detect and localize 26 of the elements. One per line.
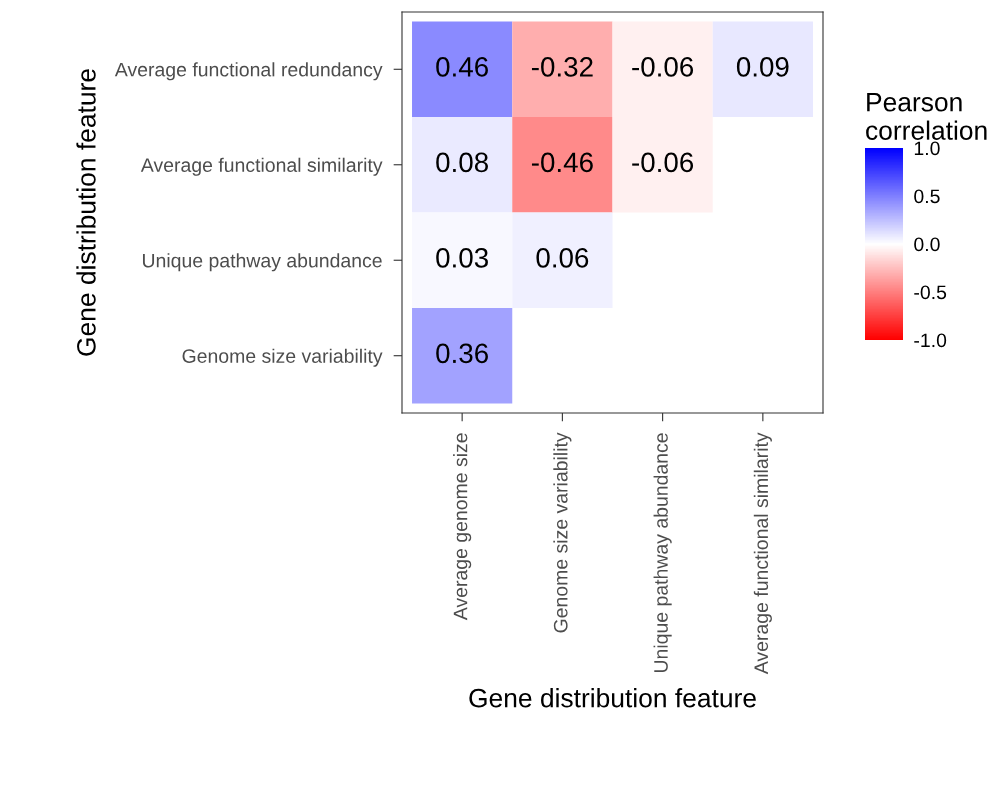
data-label: 0.03 [436,248,488,268]
y-tick-label: Average functional redundancy [114,62,383,81]
color-bar-label: 0.5 [914,189,940,204]
data-label: -0.32 [531,57,593,77]
color-bar-label: 1.0 [914,141,940,156]
y-tick-label: Genome size variability [182,348,383,367]
color-bar-label: -1.0 [914,333,947,348]
color-bar-label: -0.5 [914,285,947,300]
x-tick-label: Average genome size [453,433,472,621]
data-label: 0.08 [436,152,488,173]
x-tick-label: Unique pathway abundance [653,433,672,673]
x-axis-title: Gene distribution feature [469,688,756,708]
data-label: 0.36 [436,343,488,364]
y-tick-label: Unique pathway abundance [142,253,382,272]
data-label: 0.06 [536,248,589,268]
x-tick-label: Genome size variability [553,432,572,633]
data-label: 0.09 [736,57,789,77]
color-bar-label: 0.0 [914,237,940,252]
y-axis-title: Gene distribution feature [76,69,96,356]
data-label: -0.06 [632,57,694,77]
data-label: 0.46 [436,57,488,77]
data-label: -0.46 [531,152,593,173]
color-bar-title: Pearson correlation [866,93,987,140]
data-label: -0.06 [632,152,694,173]
x-tick-label: Average functional similarity [753,432,772,675]
y-tick-label: Average functional similarity [140,157,383,176]
